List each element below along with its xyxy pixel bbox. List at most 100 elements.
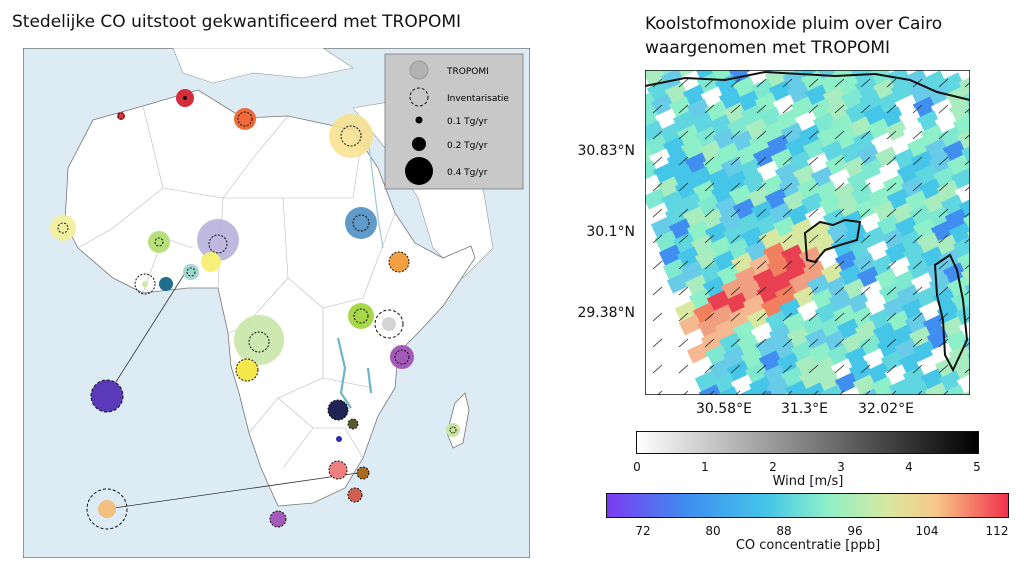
wind-vector — [678, 156, 689, 166]
legend-inventory-symbol — [409, 87, 429, 107]
wind-vector — [938, 234, 949, 244]
wind-vector — [808, 182, 819, 192]
co-cell — [958, 74, 970, 97]
wind-vector — [886, 338, 897, 348]
lake-tanganyika — [336, 337, 352, 409]
cairo-plume-map — [645, 70, 970, 395]
wind-vector — [678, 234, 689, 244]
wind-vector — [730, 208, 741, 218]
wind-vector — [886, 286, 897, 296]
co-concentration-cells — [645, 70, 970, 395]
wind-vector — [730, 156, 741, 166]
wind-vector — [786, 390, 793, 395]
wind-vector — [938, 286, 949, 296]
legend-size-2-symbol — [412, 137, 426, 151]
co-cell — [952, 114, 970, 137]
wind-vector — [782, 234, 793, 244]
wind-vector — [678, 312, 689, 322]
city-marker-lagos-inset — [90, 379, 124, 413]
co-tick-88: 88 — [776, 524, 792, 538]
wind-vector — [808, 208, 819, 218]
wind-vector — [704, 338, 715, 348]
wind-vector — [834, 130, 845, 140]
wind-vector — [652, 156, 663, 166]
wind-vector — [860, 156, 871, 166]
wind-tick-1: 1 — [701, 460, 709, 474]
co-cell — [802, 382, 827, 395]
wind-vector — [678, 182, 689, 192]
wind-vector — [938, 260, 949, 270]
right-title-line1: Koolstofmonoxide pluim over Cairo — [645, 14, 943, 34]
wind-vector — [808, 260, 819, 270]
wind-vector — [912, 130, 923, 140]
wind-vector — [782, 364, 793, 374]
lat-tick-1: 30.83°N — [577, 143, 635, 159]
wind-vector — [886, 156, 897, 166]
wind-vector — [938, 182, 949, 192]
co-cell — [960, 386, 970, 395]
wind-vector — [652, 182, 663, 192]
wind-vector — [678, 286, 689, 296]
wind-vector — [678, 260, 689, 270]
wind-vector — [656, 390, 663, 395]
city-marker-algiers — [176, 89, 194, 107]
co-colorbar — [606, 493, 1009, 518]
co-cell — [906, 380, 931, 395]
wind-vector — [782, 182, 793, 192]
wind-vector — [886, 104, 897, 114]
lat-tick-3: 29.38°N — [577, 305, 635, 321]
co-tick-80: 80 — [705, 524, 721, 538]
wind-vector — [860, 364, 871, 374]
wind-vector — [942, 390, 949, 395]
wind-colorbar-label: Wind [m/s] — [772, 474, 844, 489]
co-cell — [838, 386, 863, 395]
wind-vector — [860, 286, 871, 296]
wind-vector — [678, 130, 689, 140]
wind-vector — [678, 338, 689, 348]
legend-size-3-symbol — [405, 157, 433, 185]
wind-tick-4: 4 — [905, 460, 913, 474]
wind-vector — [938, 156, 949, 166]
wind-vector — [860, 234, 871, 244]
wind-tick-2: 2 — [769, 460, 777, 474]
wind-vector — [730, 260, 741, 270]
wind-vector — [808, 364, 819, 374]
wind-vector — [834, 338, 845, 348]
co-cell — [856, 388, 881, 395]
lake-malawi — [366, 367, 373, 394]
wind-vector — [756, 260, 767, 270]
wind-vector — [860, 260, 871, 270]
wind-tick-0: 0 — [633, 460, 641, 474]
coastline-outline — [645, 70, 970, 373]
co-tick-112: 112 — [985, 524, 1009, 538]
wind-vector — [938, 208, 949, 218]
city-marker-cape-town — [269, 510, 287, 528]
city-marker-kano — [197, 219, 239, 261]
wind-vector — [756, 364, 767, 374]
legend-size-1-symbol — [415, 116, 423, 124]
wind-vector — [834, 104, 845, 114]
city-marker-cairo — [329, 114, 373, 158]
city-marker-dakar — [50, 215, 76, 241]
co-tick-96: 96 — [847, 524, 863, 538]
wind-vector — [652, 130, 663, 140]
city-marker-casablanca — [117, 112, 125, 120]
wind-vector — [938, 78, 949, 88]
map-legend: TROPOMI Inventarisatie 0.1 Tg/yr 0.2 Tg/… — [384, 53, 524, 190]
wind-vector — [938, 312, 949, 322]
wind-vector — [938, 130, 949, 140]
wind-vector — [782, 286, 793, 296]
co-cell — [716, 386, 741, 395]
wind-vector — [756, 156, 767, 166]
wind-vector — [730, 104, 741, 114]
co-cell — [956, 128, 970, 151]
wind-vector — [864, 390, 871, 395]
wind-vector — [652, 312, 663, 322]
wind-vector — [938, 364, 949, 374]
wind-vector — [834, 182, 845, 192]
co-cell — [962, 88, 970, 111]
wind-vector — [838, 390, 845, 395]
city-marker-addis-ababa — [388, 251, 410, 273]
wind-vector — [652, 104, 663, 114]
wind-vector — [912, 104, 923, 114]
